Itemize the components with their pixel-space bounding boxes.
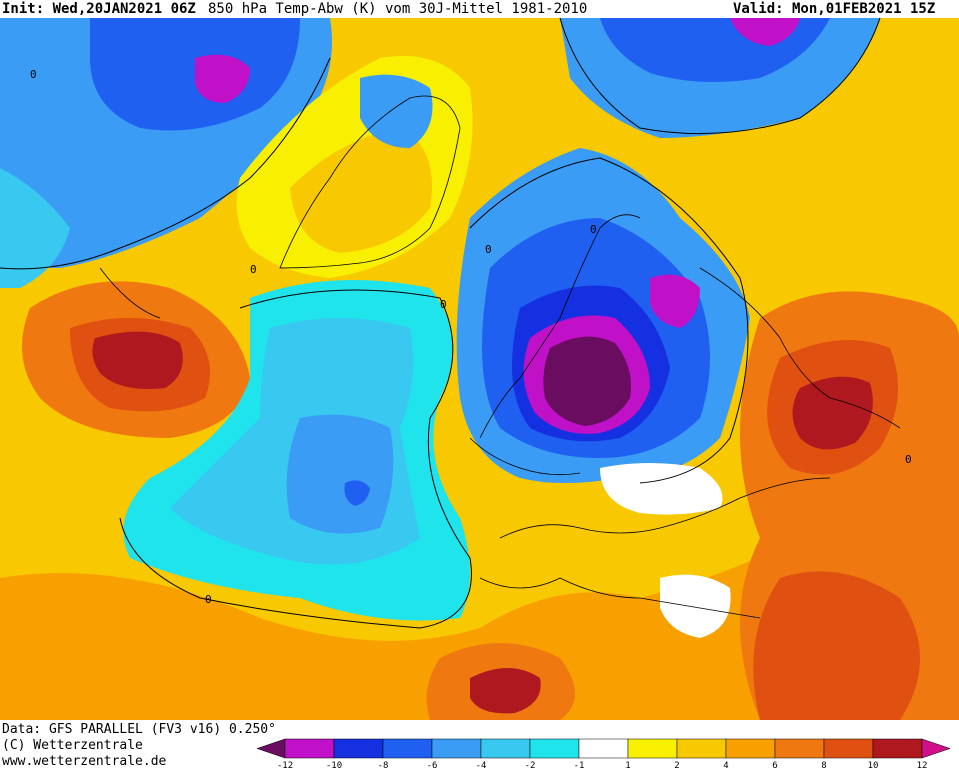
coastlines — [99, 95, 901, 619]
legend-color-cell — [823, 738, 874, 759]
legend-color-cell — [256, 738, 286, 759]
anomaly-region-africa-hot — [470, 668, 541, 714]
temperature-anomaly-map: 0 0 0 0 0 0 0 — [0, 18, 959, 720]
anomaly-region-greenland-core — [290, 128, 432, 253]
anomaly-region-warm-south — [0, 468, 959, 720]
legend-tick-label: -10 — [326, 761, 342, 770]
map-header: Init: Wed,20JAN2021 06Z 850 hPa Temp-Abw… — [0, 0, 959, 18]
legend-color-cell — [578, 738, 629, 759]
anomaly-region-atlantic-cold-core — [344, 480, 370, 506]
legend-color-cell — [921, 738, 951, 759]
legend-color-cell — [627, 738, 678, 759]
anomaly-region-russia-cold — [650, 274, 700, 328]
website-url: www.wetterzentrale.de — [2, 754, 167, 769]
legend-color-cell — [382, 738, 433, 759]
map-title: 850 hPa Temp-Abw (K) vom 30J-Mittel 1981… — [208, 1, 588, 17]
legend-tick-label: -6 — [427, 761, 438, 770]
anomaly-region-hot-south — [753, 571, 920, 720]
anomaly-region-north-africa-neutral — [660, 574, 731, 638]
anomaly-region-greenland-cold — [0, 168, 70, 288]
contour-labels: 0 0 0 0 0 0 0 — [30, 68, 912, 606]
anomaly-region-arctic-coldest — [730, 18, 800, 46]
anomaly-region-atlantic-coldest — [286, 414, 394, 534]
init-time: Init: Wed,20JAN2021 06Z — [2, 1, 196, 17]
svg-text:0: 0 — [440, 298, 447, 311]
valid-time: Valid: Mon,01FEB2021 15Z — [733, 1, 936, 17]
anomaly-region-hot-east-core — [792, 376, 873, 450]
anomaly-region-mediterranean-neutral — [600, 463, 723, 515]
anomaly-region-atlantic-hot-core — [92, 331, 183, 389]
anomaly-region-canada-coldest — [195, 54, 250, 103]
svg-text:0: 0 — [590, 223, 597, 236]
legend-color-cell — [480, 738, 531, 759]
data-source: Data: GFS PARALLEL (FV3 v16) 0.250° — [2, 722, 276, 737]
legend-tick-label: 4 — [723, 761, 728, 770]
legend-tick-label: 8 — [821, 761, 826, 770]
legend-tick-label: -4 — [476, 761, 487, 770]
legend-color-cell — [431, 738, 482, 759]
legend-color-cell — [725, 738, 776, 759]
legend-tick-label: -12 — [277, 761, 293, 770]
zero-contour-lines — [0, 18, 881, 629]
svg-text:0: 0 — [905, 453, 912, 466]
svg-text:0: 0 — [205, 593, 212, 606]
legend-color-cell — [529, 738, 580, 759]
copyright-text: (C) Wetterzentrale — [2, 738, 143, 753]
map-footer: Data: GFS PARALLEL (FV3 v16) 0.250° (C) … — [0, 720, 959, 770]
legend-tick-label: 2 — [674, 761, 679, 770]
anomaly-region-europe-extreme-core — [543, 336, 631, 426]
legend-tick-label: 10 — [868, 761, 879, 770]
legend-color-cell — [333, 738, 384, 759]
legend-tick-label: 12 — [917, 761, 928, 770]
legend-tick-label: -2 — [525, 761, 536, 770]
legend-tick-label: -1 — [574, 761, 585, 770]
svg-text:0: 0 — [30, 68, 37, 81]
legend-tick-label: 6 — [772, 761, 777, 770]
legend-color-cell — [676, 738, 727, 759]
legend-tick-label: -8 — [378, 761, 389, 770]
legend-color-cell — [774, 738, 825, 759]
anomaly-region-greenland-cold-pocket — [360, 74, 433, 148]
svg-text:0: 0 — [485, 243, 492, 256]
legend-color-cell — [284, 738, 335, 759]
svg-text:0: 0 — [250, 263, 257, 276]
color-legend: -12 -10 -8 -6 -4 -2 -1 1 2 4 6 8 10 12 — [256, 738, 951, 770]
legend-color-cell — [872, 738, 923, 759]
legend-tick-label: 1 — [625, 761, 630, 770]
